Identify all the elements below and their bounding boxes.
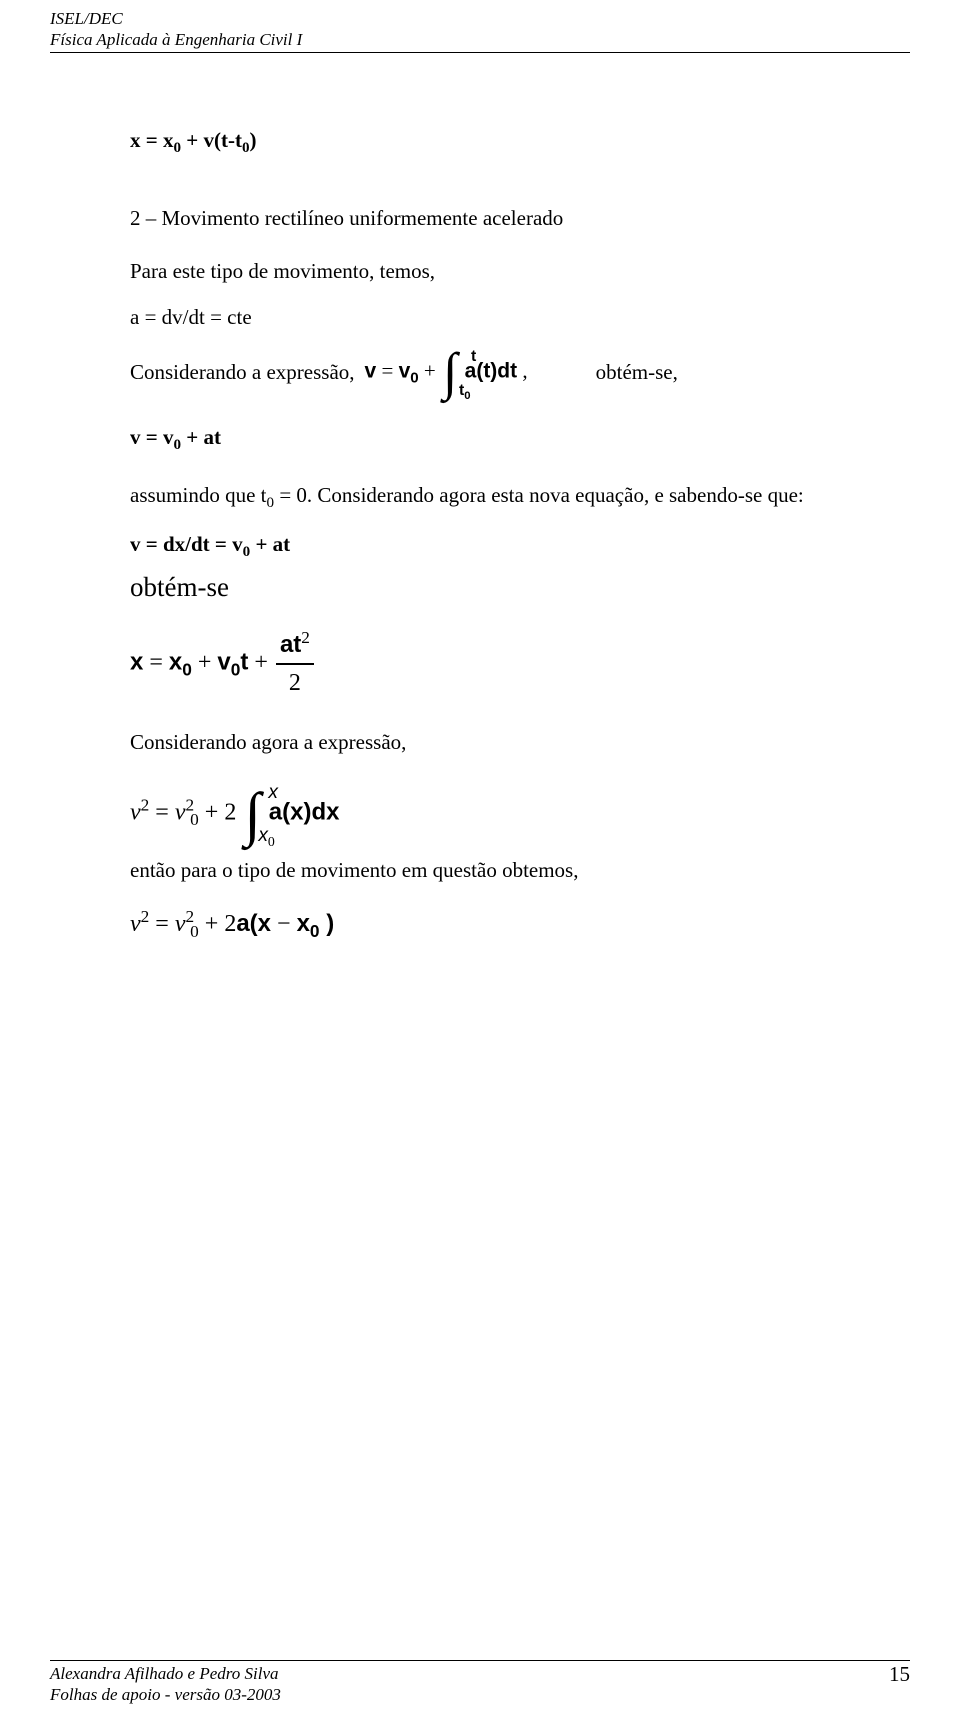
equation-4: v = v0 + at	[130, 422, 870, 454]
footer-left: Alexandra Afilhado e Pedro Silva Folhas …	[50, 1663, 281, 1706]
paragraph-6: então para o tipo de movimento em questã…	[130, 855, 870, 887]
header-rule	[50, 52, 910, 53]
equation-8: v2 = v20 + 2a(x − x0 )	[130, 906, 870, 942]
header-line1: ISEL/DEC	[50, 9, 123, 28]
paragraph-3: assumindo que t0 = 0. Considerando agora…	[130, 480, 870, 512]
equation-3: v = v0 + ∫tt0 a(t)dt ,	[365, 349, 528, 396]
paragraph-1: Para este tipo de movimento, temos,	[130, 256, 870, 288]
footer-page-number: 15	[889, 1662, 910, 1687]
equation-7: v2 = v20 + 2 ∫xx0 a(x)dx	[130, 787, 870, 841]
paragraph-2-prefix: Considerando a expressão,	[130, 357, 355, 389]
paragraph-2-row: Considerando a expressão, v = v0 + ∫tt0 …	[130, 349, 870, 396]
equation-1: x = x0 + v(t-t0)	[130, 125, 870, 157]
equation-2: a = dv/dt = cte	[130, 302, 870, 334]
paragraph-4: obtém-se	[130, 567, 870, 608]
page-header: ISEL/DEC Física Aplicada à Engenharia Ci…	[50, 8, 302, 51]
footer-left-line2: Folhas de apoio - versão 03-2003	[50, 1685, 281, 1704]
footer-left-line1: Alexandra Afilhado e Pedro Silva	[50, 1664, 279, 1683]
equation-6: x = x0 + v0t + at22	[130, 627, 870, 701]
header-line2: Física Aplicada à Engenharia Civil I	[50, 29, 302, 50]
paragraph-5: Considerando agora a expressão,	[130, 727, 870, 759]
page-content: x = x0 + v(t-t0) 2 – Movimento rectilíne…	[130, 115, 870, 962]
equation-5: v = dx/dt = v0 + at	[130, 529, 870, 561]
footer-rule	[50, 1660, 910, 1661]
paragraph-2-suffix: obtém-se,	[596, 357, 678, 389]
section-heading: 2 – Movimento rectilíneo uniformemente a…	[130, 203, 870, 235]
